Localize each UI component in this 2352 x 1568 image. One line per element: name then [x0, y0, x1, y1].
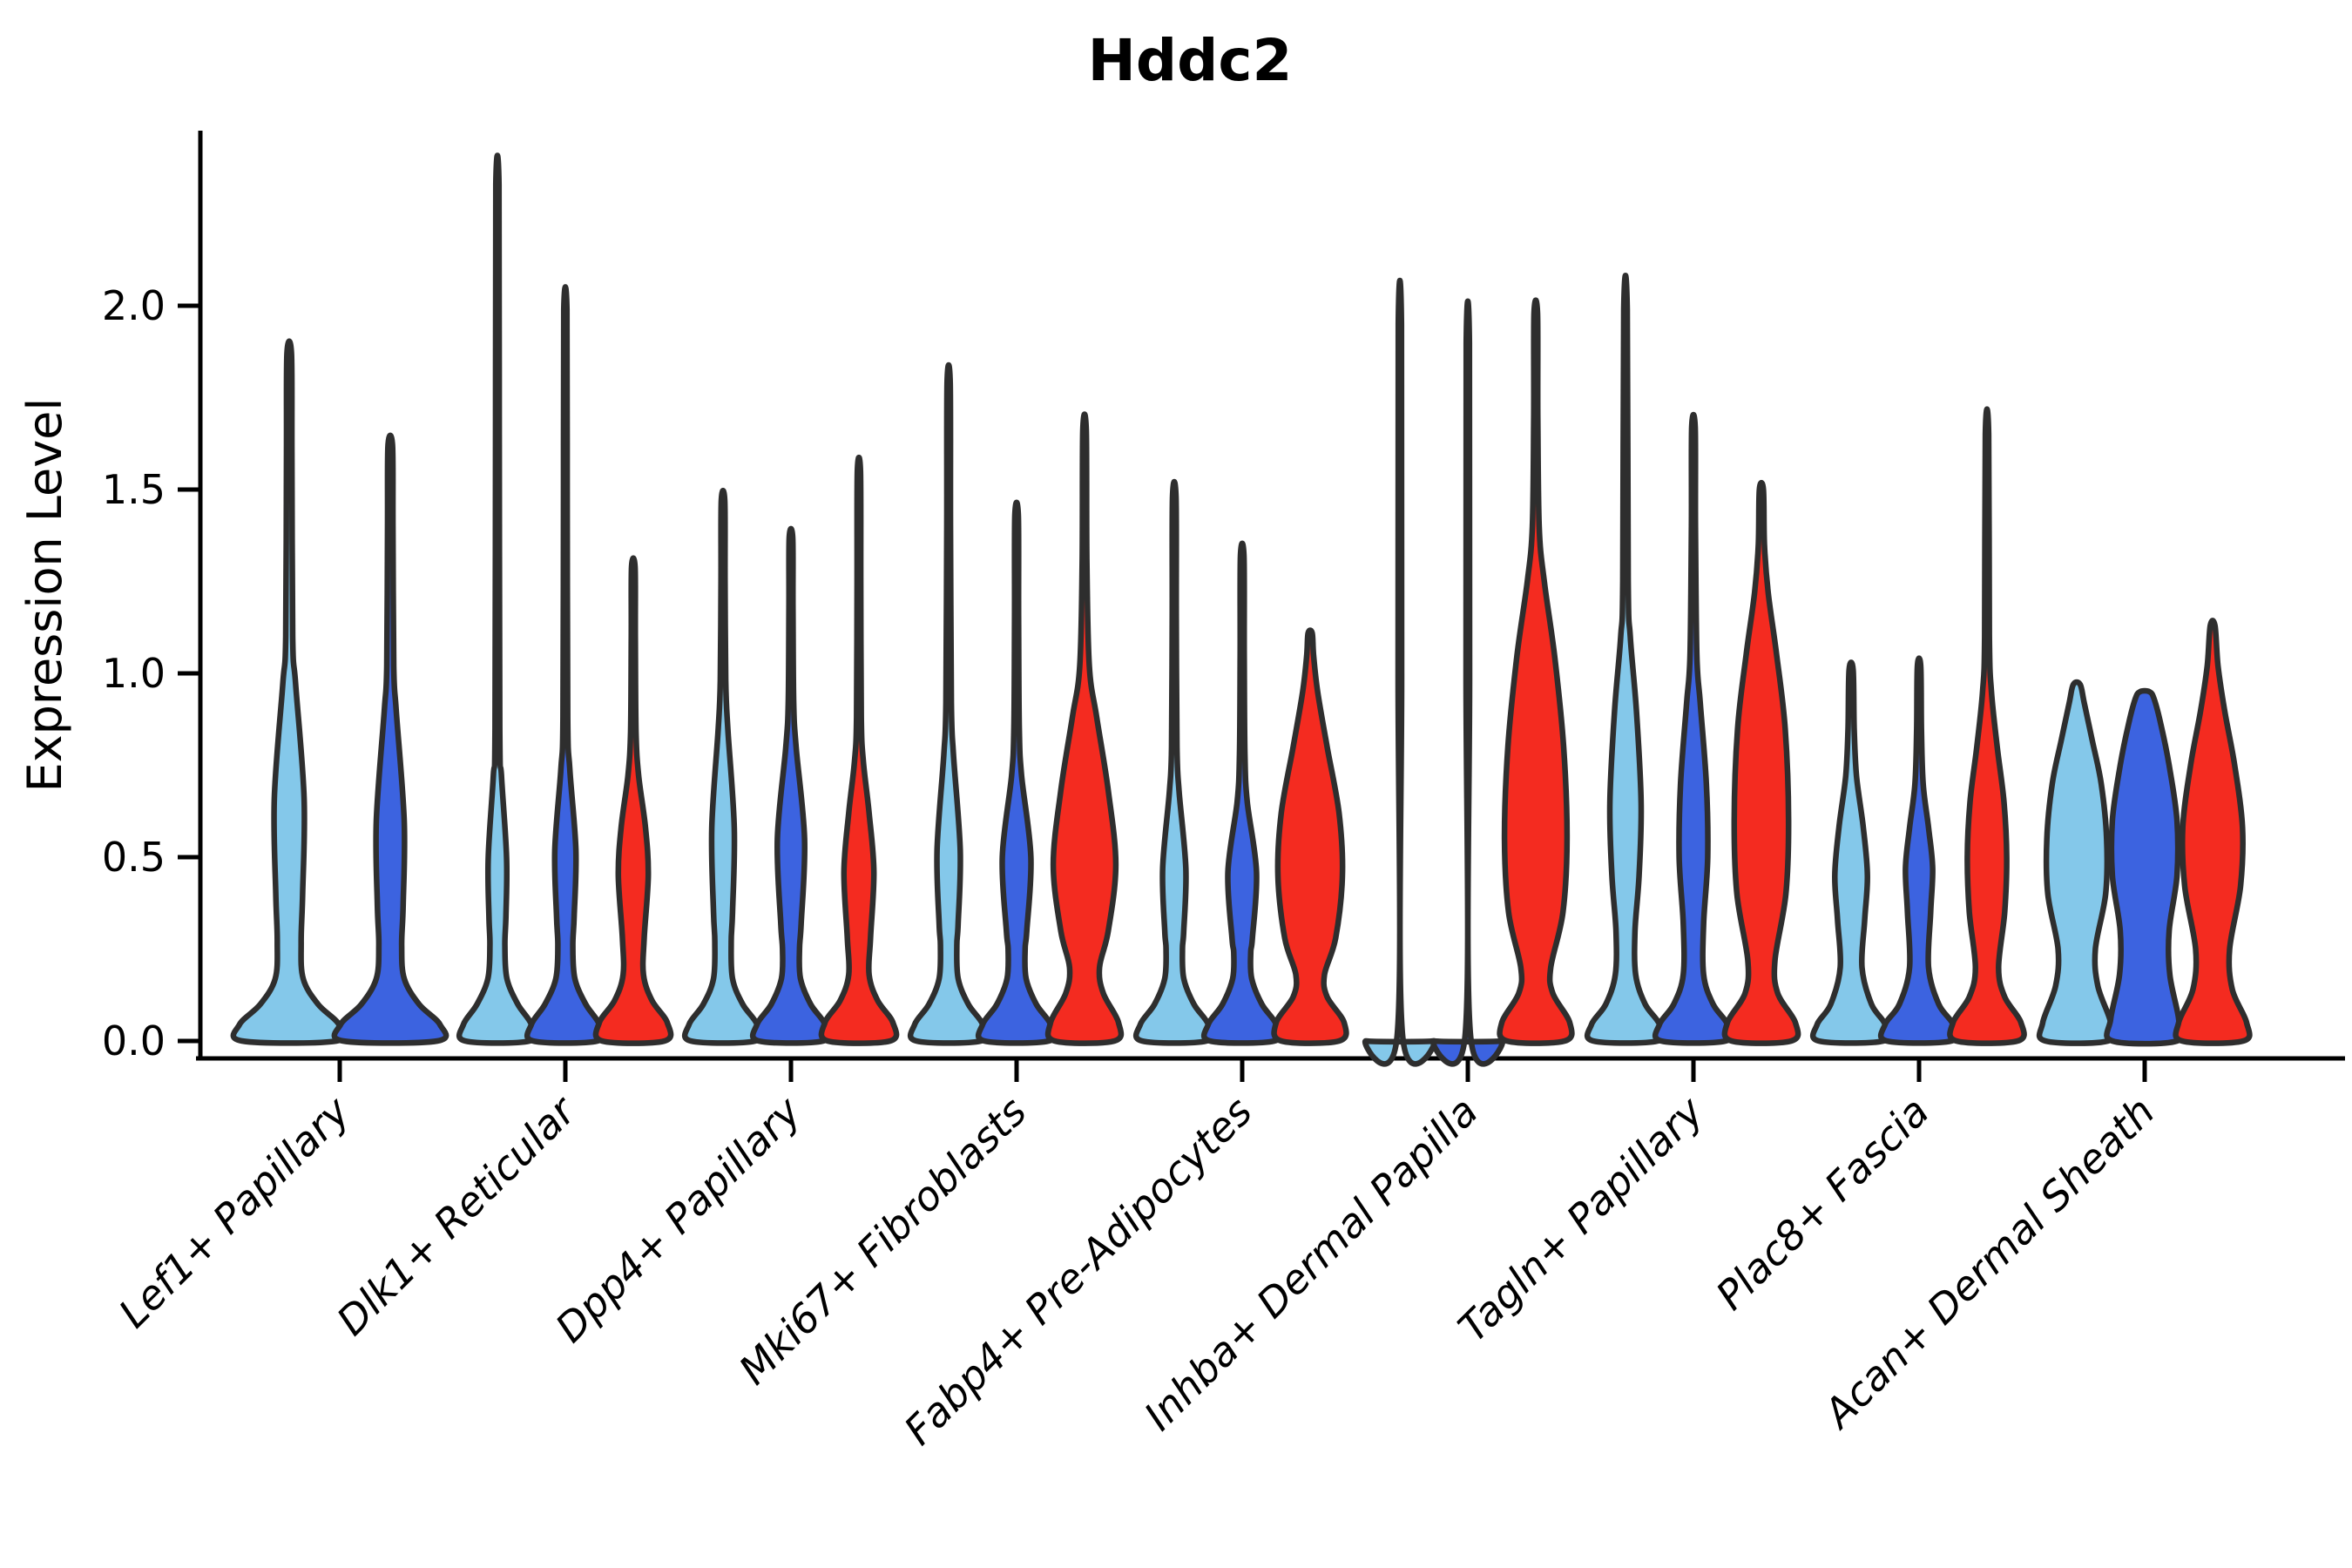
violin-red [1044, 411, 1125, 1046]
violin-blue [1652, 411, 1735, 1046]
y-tick-label: 0.0 [102, 1017, 166, 1064]
y-tick-label: 1.5 [102, 466, 166, 513]
violin-blue [1877, 655, 1961, 1046]
violin-light-blue [2036, 679, 2118, 1046]
violin-blue [2104, 687, 2186, 1047]
violin-light-blue [230, 338, 348, 1046]
violin-light-blue [456, 152, 539, 1046]
violin-red [1497, 297, 1575, 1046]
y-tick-label: 2.0 [102, 282, 166, 329]
x-tick-label: Plac8+ Fascia [1707, 1088, 1937, 1319]
violin-blue [331, 432, 449, 1046]
violin-light-blue [1584, 273, 1667, 1046]
violin-blue [1200, 540, 1284, 1046]
violin-blue [749, 525, 833, 1046]
x-tick-label: Lef1+ Papillary [110, 1087, 359, 1336]
violin-red [1271, 627, 1349, 1046]
violin-light-blue [1132, 478, 1216, 1046]
chart-title: Hddc2 [1088, 27, 1293, 94]
violin-light-blue [907, 362, 990, 1046]
y-tick-label: 1.0 [102, 650, 166, 697]
x-tick-label: Dlk1+ Reticular [328, 1085, 586, 1344]
violin-blue [524, 284, 607, 1046]
violin-blue [975, 499, 1058, 1046]
violin-blue [1429, 298, 1506, 1067]
violin-light-blue [1362, 277, 1438, 1067]
violin-light-blue [681, 487, 765, 1046]
violin-series [230, 152, 2253, 1067]
x-tick-label: Tagln+ Papillary [1449, 1087, 1713, 1351]
violin-red [592, 555, 674, 1046]
violin-red [1947, 406, 2027, 1046]
violin-red [818, 454, 900, 1046]
violin-red [2173, 618, 2253, 1046]
violin-light-blue [1809, 659, 1893, 1046]
y-axis-label: Expression Level [17, 398, 72, 793]
y-tick-label: 0.5 [102, 834, 166, 881]
violin-red [1721, 479, 1801, 1046]
x-tick-label: Dpp4+ Papillary [546, 1087, 810, 1351]
